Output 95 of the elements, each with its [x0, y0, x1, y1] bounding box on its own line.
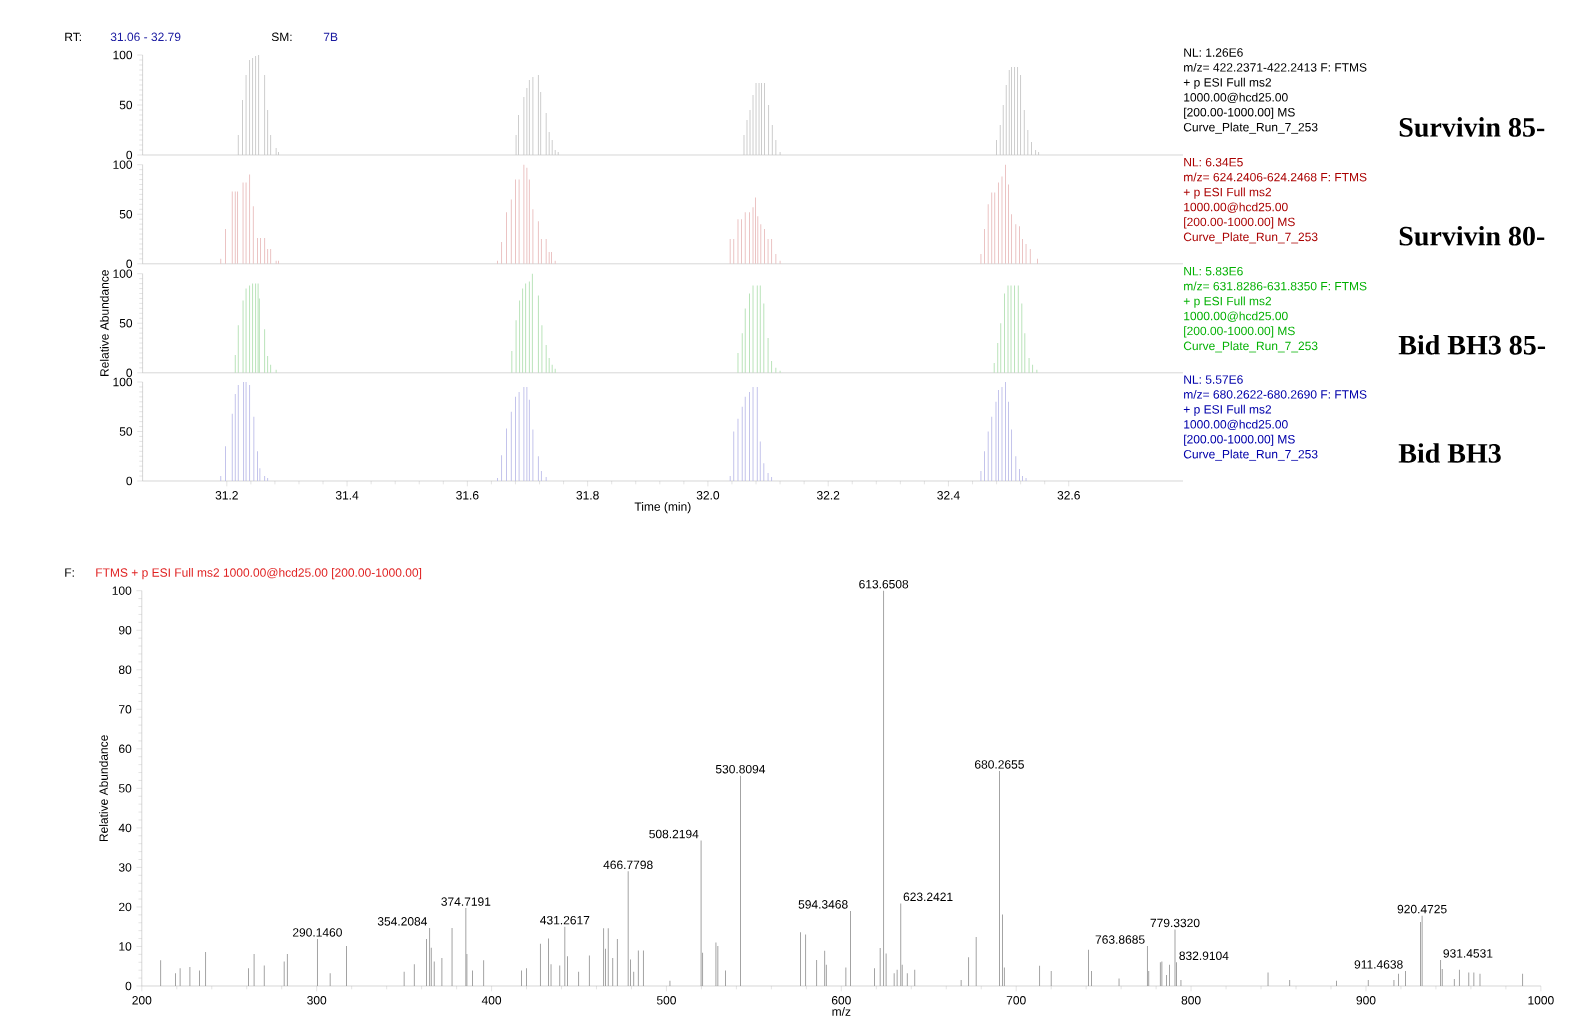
- annotation: 594.3468: [798, 900, 848, 909]
- text: + p ESI Full ms2: [1183, 77, 1272, 89]
- y-tick-label: 100: [113, 50, 133, 60]
- x-axis-title: m/z: [832, 1007, 851, 1016]
- x-tick-label: 500: [656, 996, 676, 1005]
- annotation: 623.2421: [903, 892, 953, 902]
- y-tick-label: 10: [119, 942, 132, 951]
- text: Bid BH3: [1398, 443, 1501, 463]
- y-tick-label: 100: [113, 377, 133, 387]
- x-axis-title: Time (min): [634, 502, 691, 514]
- text: Bid BH3 85-: [1398, 334, 1546, 355]
- text: Curve_Plate_Run_7_253: [1183, 341, 1318, 353]
- text: 31.06 - 32.79: [110, 32, 181, 42]
- x-tick-label: 32.6: [1057, 491, 1080, 500]
- text: + p ESI Full ms2: [1183, 404, 1272, 416]
- text: [200.00-1000.00] MS: [1184, 107, 1295, 119]
- text: m/z= 631.8286-631.8350 F: FTMS: [1184, 281, 1367, 291]
- text: 1000.00@hcd25.00: [1184, 202, 1288, 213]
- x-tick-label: 31.6: [456, 491, 479, 500]
- y-tick-label: 0: [126, 476, 133, 486]
- text: NL: 5.57E6: [1184, 375, 1243, 384]
- y-tick-label: 0: [126, 259, 133, 269]
- annotation: 530.8094: [715, 764, 766, 774]
- annotation: 431.2617: [540, 915, 590, 925]
- text: + p ESI Full ms2: [1183, 187, 1272, 199]
- y-tick-label: 50: [119, 100, 133, 110]
- x-tick-label: 32.2: [816, 491, 840, 500]
- y-tick-label: 50: [118, 784, 132, 793]
- y-tick-label: 80: [118, 665, 132, 675]
- annotation: 931.4531: [1443, 949, 1493, 958]
- y-tick-label: 30: [118, 863, 132, 872]
- y-tick-label: 100: [112, 586, 132, 595]
- text: Survivin 80-: [1399, 225, 1545, 246]
- y-tick-label: 0: [125, 981, 132, 991]
- text: Curve_Plate_Run_7_253: [1183, 232, 1318, 244]
- annotation: 374.7191: [441, 897, 491, 906]
- x-tick-label: 32.4: [937, 491, 960, 500]
- text: NL: 6.34E5: [1184, 157, 1243, 167]
- y-tick-label: 0: [126, 150, 133, 160]
- text: m/z= 422.2371-422.2413 F: FTMS: [1184, 62, 1367, 72]
- y-tick-label: 60: [119, 744, 132, 754]
- annotation: 920.4725: [1397, 904, 1447, 914]
- text: Survivin 85-: [1399, 117, 1545, 137]
- text: FTMS + p ESI Full ms2 1000.00@hcd25.00 [200.00-1000.00]: [96, 568, 422, 580]
- text: NL: 1.26E6: [1184, 48, 1243, 57]
- y-tick-label: 90: [118, 625, 132, 635]
- text: [200.00-1000.00] MS: [1184, 434, 1295, 446]
- text: [200.00-1000.00] MS: [1184, 217, 1295, 229]
- y-axis-title: Relative Abundance: [99, 735, 108, 842]
- text: 1000.00@hcd25.00: [1184, 419, 1288, 431]
- text: 7B: [323, 32, 338, 41]
- annotation: 911.4638: [1354, 960, 1403, 969]
- x-tick-label: 600: [831, 996, 851, 1005]
- x-tick-label: 800: [1181, 996, 1201, 1005]
- x-tick-label: 31.4: [335, 491, 359, 500]
- y-tick-label: 50: [119, 318, 133, 328]
- text: 1000.00@hcd25.00: [1184, 92, 1288, 104]
- annotation: 779.3320: [1150, 918, 1200, 928]
- text: NL: 5.83E6: [1184, 266, 1243, 276]
- text: [200.00-1000.00] MS: [1184, 326, 1295, 338]
- x-tick-label: 1000: [1528, 996, 1554, 1005]
- x-tick-label: 900: [1356, 996, 1376, 1005]
- y-tick-label: 0: [126, 368, 133, 378]
- y-tick-label: 50: [119, 427, 133, 436]
- x-tick-label: 32.0: [696, 491, 720, 500]
- annotation: 613.6508: [859, 579, 909, 589]
- text: 1000.00@hcd25.00: [1184, 311, 1288, 322]
- y-tick-label: 40: [118, 823, 132, 833]
- y-tick-label: 100: [113, 160, 133, 169]
- annotation: 832.9104: [1179, 951, 1229, 961]
- text: + p ESI Full ms2: [1183, 296, 1272, 308]
- y-axis-title: Relative Abundance: [99, 270, 109, 376]
- text: m/z= 624.2406-624.2468 F: FTMS: [1184, 172, 1367, 182]
- text: SM:: [271, 32, 292, 42]
- x-tick-label: 31.2: [215, 491, 238, 500]
- y-tick-label: 100: [113, 269, 133, 278]
- x-tick-label: 400: [481, 996, 502, 1005]
- text: RT:: [65, 32, 81, 41]
- annotation: 466.7798: [603, 860, 653, 870]
- y-tick-label: 50: [119, 209, 133, 219]
- y-tick-label: 70: [119, 705, 132, 714]
- annotation: 680.2655: [975, 760, 1024, 769]
- x-tick-label: 300: [307, 996, 327, 1005]
- text: Curve_Plate_Run_7_253: [1183, 122, 1318, 134]
- x-tick-label: 31.8: [576, 491, 599, 500]
- annotation: 763.8685: [1095, 935, 1145, 944]
- annotation: 508.2194: [649, 829, 699, 839]
- x-tick-label: 200: [132, 996, 152, 1005]
- x-tick-label: 700: [1006, 996, 1026, 1005]
- text: Curve_Plate_Run_7_253: [1183, 449, 1318, 461]
- y-tick-label: 20: [119, 902, 132, 912]
- text: m/z= 680.2622-680.2690 F: FTMS: [1184, 389, 1367, 399]
- text: F:: [65, 568, 74, 577]
- annotation: 354.2084: [377, 917, 428, 926]
- annotation: 290.1460: [292, 928, 342, 937]
